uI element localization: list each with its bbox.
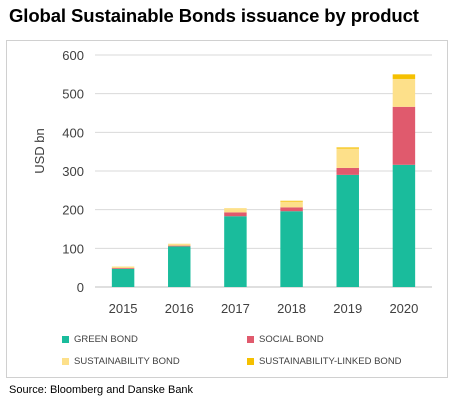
bar-green-bond-2015 (111, 268, 135, 287)
x-tick-label: 2015 (109, 301, 138, 316)
y-tick-label: 100 (62, 241, 84, 256)
bar-green-bond-2020 (392, 164, 416, 287)
y-tick-label: 300 (62, 164, 84, 179)
bar-sustainability-bond-2016 (168, 243, 191, 246)
bar-social-bond-2019 (336, 167, 359, 175)
y-axis-title: USD bn (32, 128, 47, 174)
y-tick-label: 500 (62, 87, 84, 102)
bar-sustainability-linked-bond-2020 (392, 74, 416, 79)
x-tick-label: 2019 (333, 301, 362, 316)
bar-sustainability-bond-2015 (111, 266, 135, 269)
bar-sustainability-bond-2020 (392, 78, 416, 107)
x-tick-label: 2018 (277, 301, 306, 316)
bar-green-bond-2019 (336, 174, 359, 287)
y-tick-label: 400 (62, 125, 84, 140)
bar-social-bond-2017 (224, 212, 247, 217)
y-tick-label: 0 (77, 280, 84, 295)
bar-social-bond-2020 (392, 106, 416, 165)
bar-sustainability-bond-2018 (280, 201, 303, 208)
bar-social-bond-2018 (280, 207, 303, 212)
chart-title: Global Sustainable Bonds issuance by pro… (9, 5, 419, 26)
bar-sustainability-bond-2017 (224, 208, 247, 213)
y-tick-label: 600 (62, 48, 84, 63)
bar-green-bond-2017 (224, 216, 247, 287)
source-note: Source: Bloomberg and Danske Bank (9, 384, 194, 396)
x-tick-label: 2016 (165, 301, 194, 316)
bar-sustainability-linked-bond-2019 (336, 147, 359, 149)
x-tick-label: 2020 (389, 301, 418, 316)
bar-social-bond-2016 (168, 245, 191, 247)
bar-sustainability-bond-2019 (336, 148, 359, 168)
y-tick-label: 200 (62, 203, 84, 218)
bar-green-bond-2016 (168, 246, 191, 287)
x-tick-label: 2017 (221, 301, 250, 316)
chart-frame (6, 40, 448, 378)
bar-green-bond-2018 (280, 211, 303, 287)
bar-social-bond-2015 (111, 268, 135, 269)
bar-sustainability-linked-bond-2018 (280, 200, 303, 202)
